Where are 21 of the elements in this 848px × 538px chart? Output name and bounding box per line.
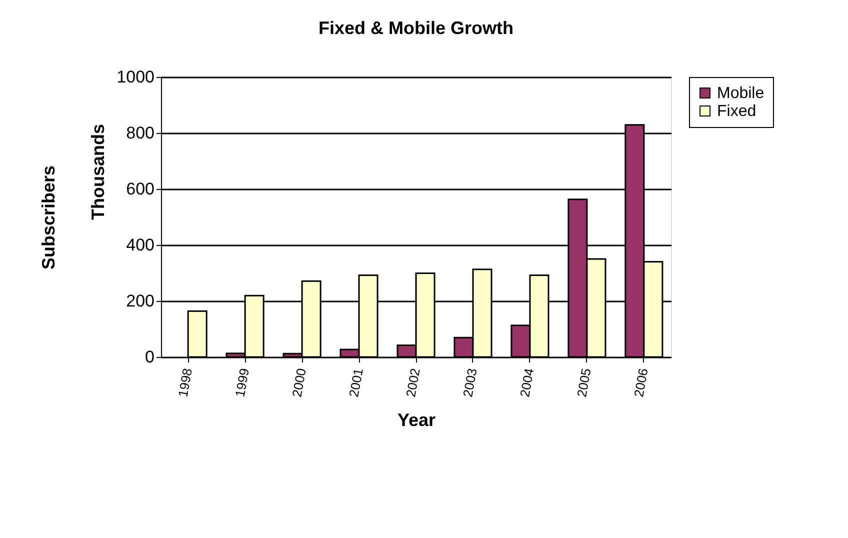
- y-tick-label: 600: [126, 180, 154, 198]
- y-tick-label: 400: [126, 236, 154, 254]
- x-tick-label: 2003: [460, 367, 480, 398]
- y-tick-label: 1000: [116, 68, 154, 86]
- x-tick-label: 2002: [403, 367, 423, 398]
- x-tick-label: 2001: [346, 367, 366, 398]
- x-tick-label: 2005: [574, 367, 594, 398]
- x-tick-label: 2004: [517, 367, 537, 398]
- x-tick-label: 1998: [175, 367, 195, 398]
- y-tick-label: 200: [126, 292, 154, 310]
- y-axis-title: Subscribers: [38, 165, 59, 270]
- legend-label: Fixed: [717, 103, 756, 120]
- y-tick-label: 0: [145, 348, 154, 366]
- x-tick-label: 1999: [232, 367, 252, 398]
- chart-title: Fixed & Mobile Growth: [318, 18, 514, 38]
- text: Thousands: [88, 124, 108, 220]
- y-tick-label: 800: [126, 124, 154, 142]
- x-axis-title: Year: [397, 410, 436, 430]
- legend-label: Mobile: [717, 85, 764, 102]
- x-tick-label: 2000: [289, 367, 309, 398]
- x-tick-label: 2006: [631, 367, 651, 398]
